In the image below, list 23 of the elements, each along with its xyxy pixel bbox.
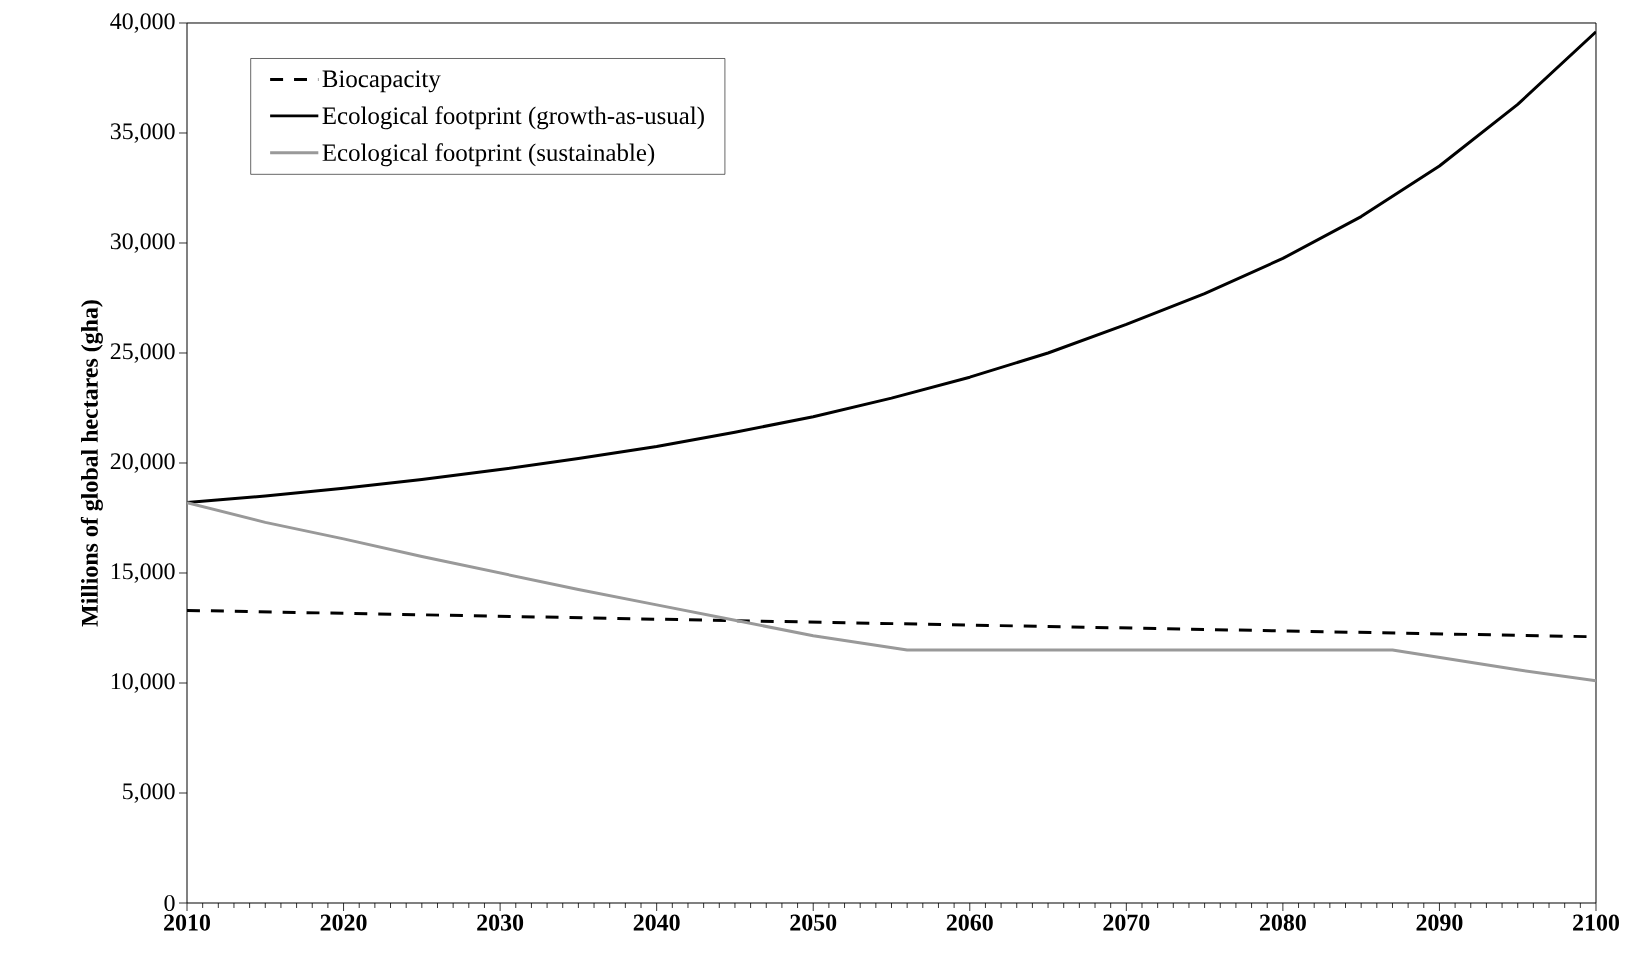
y-tick-label: 30,000 [110, 233, 175, 253]
y-tick-label: 35,000 [110, 123, 175, 143]
y-tick-label: 5,000 [123, 783, 175, 803]
legend-label: Ecological footprint (sustainable) [322, 143, 655, 167]
x-tick-label: 2080 [1259, 914, 1306, 931]
y-tick-label: 10,000 [111, 673, 175, 693]
x-tick-label: 2010 [164, 914, 210, 931]
x-tick-label: 2100 [1573, 914, 1619, 931]
x-tick-label: 2030 [477, 914, 524, 931]
y-tick-label: 15,000 [111, 563, 175, 583]
y-tick-label: 0 [164, 894, 175, 912]
x-tick-label: 2050 [790, 914, 837, 931]
x-tick-label: 2060 [946, 914, 993, 931]
y-tick-label: 25,000 [110, 343, 175, 363]
y-tick-label: 40,000 [110, 13, 175, 33]
x-tick-label: 2020 [320, 914, 367, 931]
legend-label: Ecological footprint (growth-as-usual) [322, 106, 704, 130]
y-axis-title: Millions of global hectares (gha) [80, 300, 103, 627]
legend-label: Biocapacity [322, 70, 441, 93]
x-tick-label: 2090 [1416, 914, 1463, 931]
x-tick-label: 2040 [633, 914, 680, 931]
y-tick-label: 20,000 [110, 453, 175, 473]
x-tick-label: 2070 [1103, 914, 1150, 931]
